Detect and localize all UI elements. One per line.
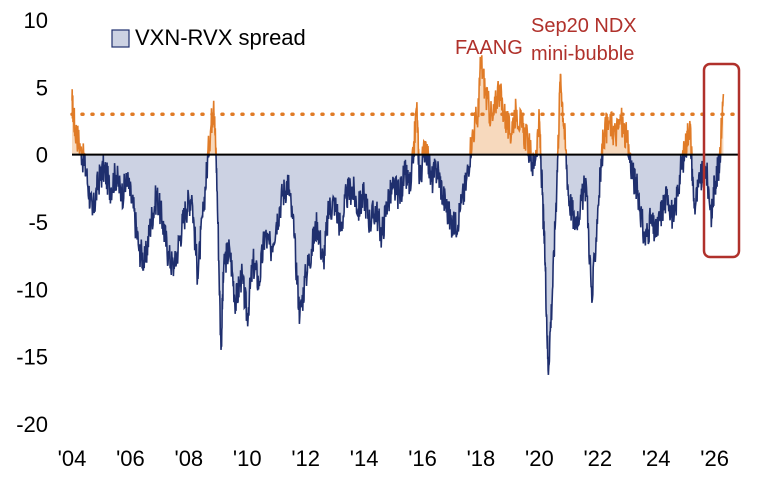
x-tick-label: '16 bbox=[408, 446, 437, 471]
x-tick-label: '14 bbox=[350, 446, 379, 471]
legend-label: VXN-RVX spread bbox=[135, 25, 306, 50]
y-tick-label: 10 bbox=[24, 8, 48, 33]
legend-swatch bbox=[111, 29, 130, 48]
x-tick-label: '18 bbox=[467, 446, 496, 471]
x-tick-label: '06 bbox=[116, 446, 145, 471]
y-tick-label: -10 bbox=[16, 277, 48, 302]
x-tick-label: '20 bbox=[525, 446, 554, 471]
legend: VXN-RVX spread bbox=[111, 25, 306, 50]
x-tick-label: '22 bbox=[583, 446, 612, 471]
annotation-faang: FAANG bbox=[455, 37, 523, 59]
x-axis: '04 '06 '08 '10 '12 '14 '16 '18 '20 '22 '24 '26 bbox=[58, 446, 729, 471]
y-axis: 10 5 0 -5 -10 -15 -20 bbox=[16, 8, 48, 437]
y-tick-label: 5 bbox=[36, 75, 48, 100]
x-tick-label: '10 bbox=[233, 446, 262, 471]
y-tick-label: -15 bbox=[16, 345, 48, 370]
x-tick-label: '08 bbox=[175, 446, 204, 471]
highlight-box bbox=[702, 62, 741, 259]
y-tick-label: -20 bbox=[16, 412, 48, 437]
annotation-sep20-title: Sep20 NDX bbox=[531, 15, 637, 37]
negative-spread-area bbox=[72, 154, 724, 375]
x-tick-label: '12 bbox=[291, 446, 320, 471]
annotation-sep20-subtitle: mini-bubble bbox=[531, 43, 634, 65]
y-tick-label: -5 bbox=[28, 210, 48, 235]
x-tick-label: '24 bbox=[642, 446, 671, 471]
positive-spread-line bbox=[71, 55, 725, 156]
y-tick-label: 0 bbox=[36, 143, 48, 168]
x-tick-label: '04 bbox=[58, 446, 87, 471]
plot-area bbox=[70, 55, 740, 375]
x-tick-label: '26 bbox=[700, 446, 729, 471]
